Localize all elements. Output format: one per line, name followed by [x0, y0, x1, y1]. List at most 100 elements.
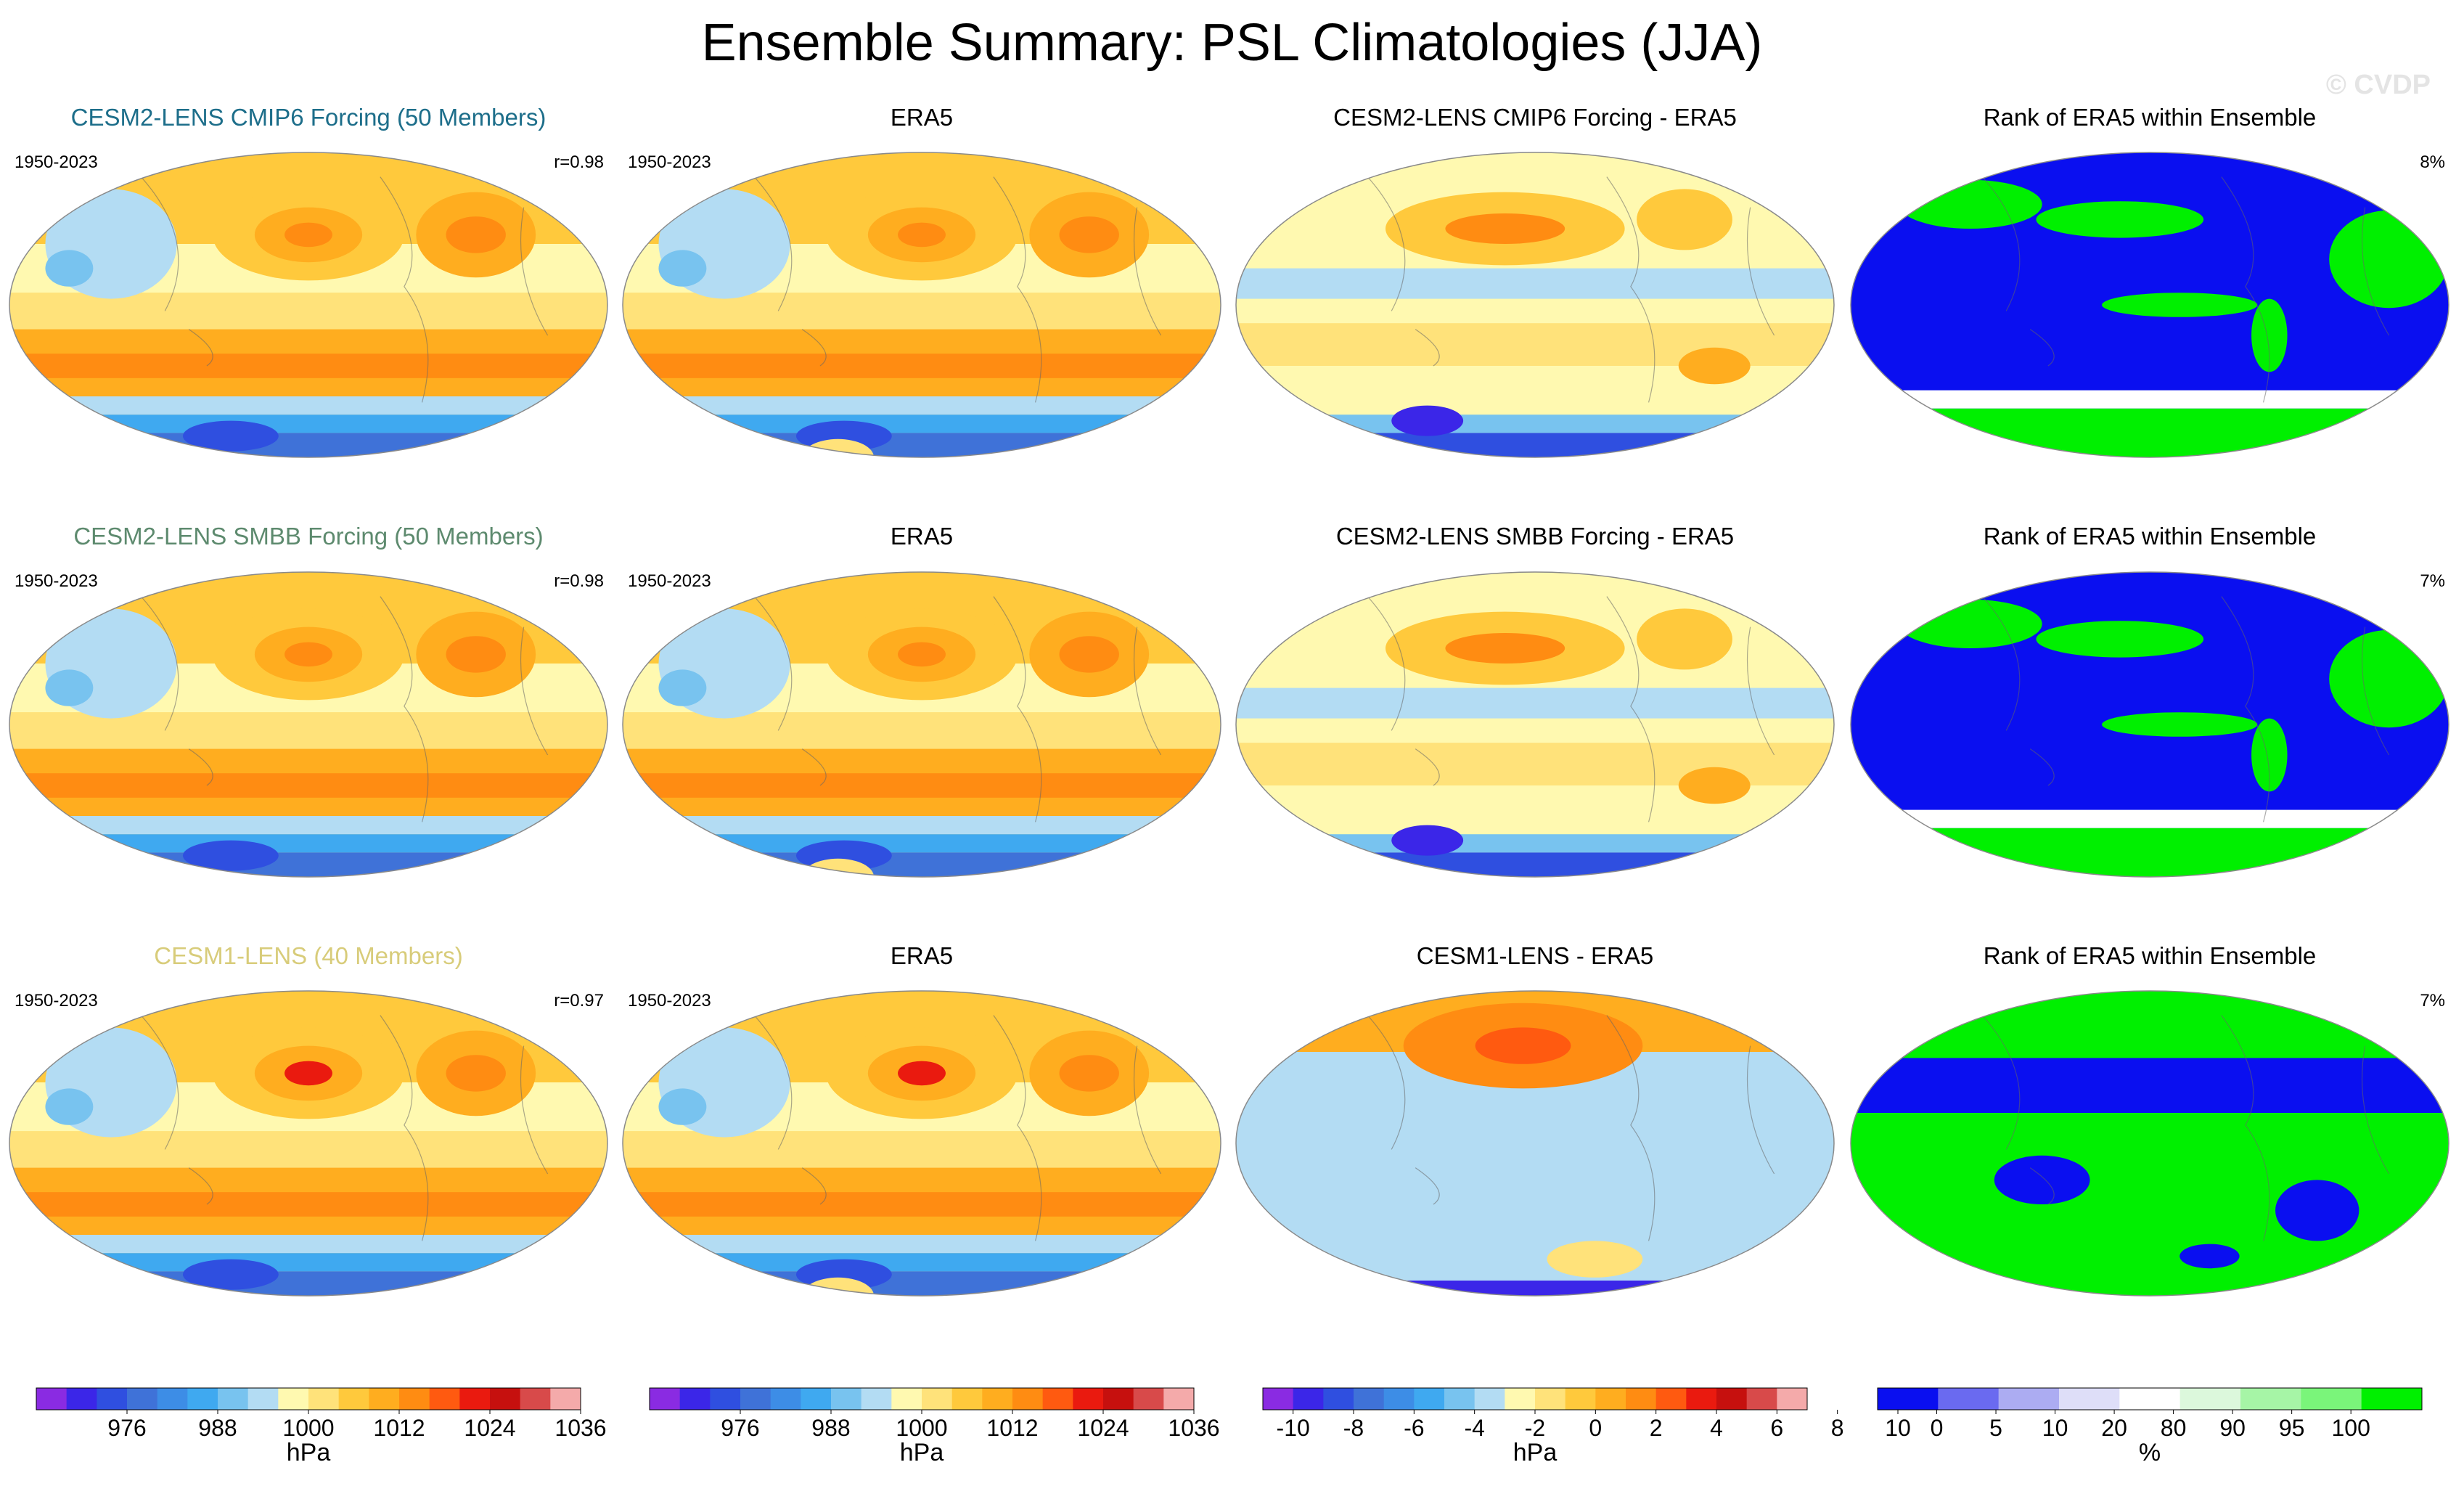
colorbar-swatch — [550, 1388, 581, 1410]
coastline-asia — [1367, 596, 1406, 731]
colorbar-tick-label: 100 — [2331, 1415, 2370, 1441]
map-outline — [1850, 571, 2449, 878]
colorbar-swatch — [1938, 1388, 2000, 1410]
sh-gradient-band — [623, 1235, 1221, 1254]
figure-title: Ensemble Summary: PSL Climatologies (JJA… — [701, 14, 1763, 72]
colorbar-swatch — [1383, 1388, 1415, 1410]
colorbar-swatch — [308, 1388, 340, 1410]
panel-period: 1950-2023 — [628, 991, 711, 1011]
colorbar-tick-label: 976 — [721, 1415, 759, 1441]
colorbar-swatch — [278, 1388, 309, 1410]
pacific-high-core — [898, 642, 946, 667]
antarctic-high — [802, 438, 875, 457]
colorbar-swatch — [1133, 1388, 1164, 1410]
colorbar-tick-label: 1036 — [554, 1415, 606, 1441]
colorbar-tick-label: 0 — [1931, 1415, 1944, 1441]
sh-high-core — [623, 1192, 1221, 1217]
colorbar-tick-label: 1024 — [464, 1415, 515, 1441]
colorbar-tick-label: -10 — [1277, 1415, 1310, 1441]
colorbar-units-label: hPa — [1513, 1439, 1558, 1466]
coastline-africa — [2362, 626, 2390, 756]
southern-high-rank — [1851, 828, 2449, 877]
coastline-australia — [188, 329, 213, 367]
colorbar-tick-label: 988 — [811, 1415, 850, 1441]
coastline-australia — [801, 748, 827, 786]
panel-title: ERA5 — [890, 104, 954, 131]
colorbar-swatch — [801, 1388, 832, 1410]
coastline-australia — [1415, 748, 1440, 786]
south-america-high-rank — [2251, 298, 2288, 372]
colorbar-swatch — [459, 1388, 491, 1410]
coastline-asia — [753, 596, 793, 731]
coastline-africa — [520, 1045, 549, 1175]
sh-gradient-band — [9, 396, 607, 415]
colorbar-tick-label: 90 — [2219, 1415, 2246, 1441]
coastline-africa — [1747, 207, 1775, 336]
colorbar-swatch — [520, 1388, 551, 1410]
panel-period: 1950-2023 — [628, 571, 711, 591]
pacific-high-core — [285, 222, 332, 248]
colorbar-swatch — [2240, 1388, 2301, 1410]
colorbar-tick-label: 1000 — [896, 1415, 947, 1441]
coastline-australia — [188, 748, 213, 786]
map-outline — [1850, 990, 2449, 1297]
asia-low-core — [658, 669, 707, 706]
colorbar-swatch — [1444, 1388, 1475, 1410]
pacific-high-core — [898, 1061, 946, 1086]
coastline-americas — [380, 1015, 429, 1241]
southern-low — [182, 840, 279, 871]
colorbar-swatch — [490, 1388, 521, 1410]
sh-high-core — [623, 773, 1221, 798]
map-outline — [622, 152, 1221, 458]
colorbar-tick-label: 5 — [1989, 1415, 2002, 1441]
colorbar-swatch — [740, 1388, 771, 1410]
southern-low-bias — [1391, 405, 1464, 436]
colorbar-swatch — [218, 1388, 249, 1410]
atlantic-high-rank — [2329, 210, 2449, 309]
colorbar-swatch — [2179, 1388, 2241, 1410]
colorbar-tick-label: 20 — [2101, 1415, 2127, 1441]
colorbar-swatch — [247, 1388, 279, 1410]
map-outline — [622, 990, 1221, 1297]
coastline-americas — [993, 1015, 1042, 1241]
map-outline — [1850, 152, 2449, 458]
colorbar-swatch — [66, 1388, 97, 1410]
southern-high-rank — [1851, 408, 2449, 457]
coastline-americas — [2221, 176, 2270, 403]
asia-low-core — [45, 669, 94, 706]
southern-high-rank — [1851, 1113, 2449, 1296]
coastline-asia — [140, 596, 179, 731]
panel-stat: r=0.97 — [554, 991, 604, 1011]
colorbar-frame — [1877, 1387, 2423, 1411]
subtropical-band — [623, 1131, 1221, 1168]
panel-title: CESM2-LENS CMIP6 Forcing - ERA5 — [1333, 104, 1737, 131]
colorbar-swatch — [1626, 1388, 1657, 1410]
coastline-africa — [520, 626, 549, 756]
panel-period: 1950-2023 — [15, 571, 98, 591]
coastline-americas — [1606, 176, 1655, 403]
panel-title: CESM2-LENS SMBB Forcing - ERA5 — [1335, 523, 1735, 550]
sh-atlantic-positive — [1678, 767, 1751, 804]
sh-low-core — [623, 852, 1221, 877]
colorbar-swatch — [1012, 1388, 1044, 1410]
sh-low-core — [9, 1271, 607, 1296]
transition-band — [1851, 390, 2449, 409]
colorbar-swatch — [2119, 1388, 2181, 1410]
map-panel-2-1 — [9, 571, 608, 878]
colorbar-tick-label: 0 — [1589, 1415, 1602, 1441]
colorbar-tick-label: 988 — [198, 1415, 237, 1441]
colorbar-units-label: % — [2139, 1439, 2161, 1466]
atlantic-high-core — [1059, 216, 1119, 253]
sh-low-band — [623, 834, 1221, 853]
colorbar-swatch — [1293, 1388, 1324, 1410]
equatorial-high-rank — [2102, 712, 2258, 737]
map-outline — [9, 152, 608, 458]
atlantic-low-rank — [2275, 1180, 2359, 1241]
pacific-high-core — [285, 1061, 332, 1086]
asia-low-core — [658, 1088, 707, 1125]
sh-low-core — [9, 433, 607, 457]
panel-stat: r=0.98 — [554, 152, 604, 172]
colorbar-3: -10 -8 -6 -4 -2 0 2 4 6 8 10 hPa — [1262, 1387, 1911, 1466]
map-panel-1-1 — [9, 152, 608, 458]
arctic-high-rank — [1851, 991, 2449, 1058]
